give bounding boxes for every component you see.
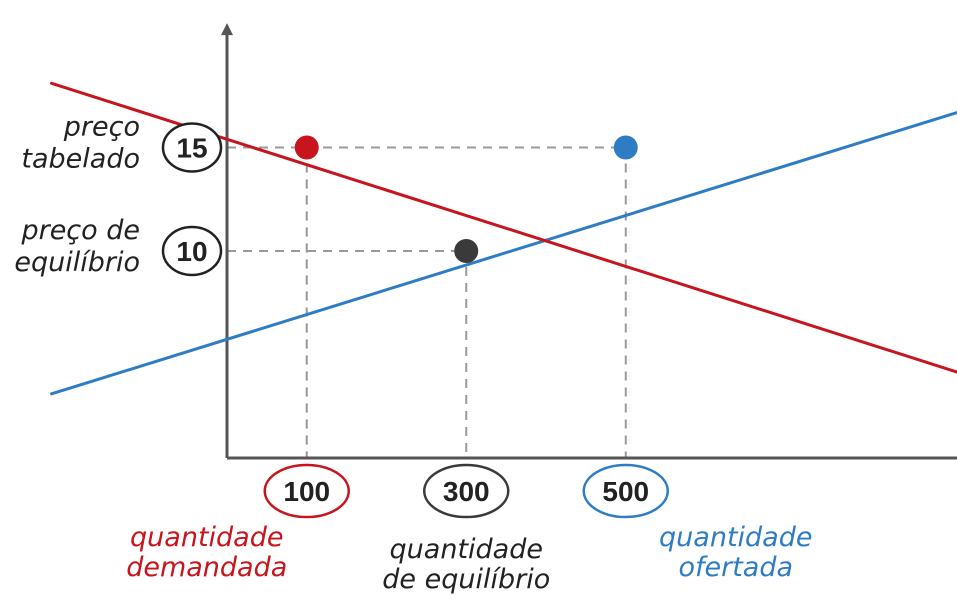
axes [221, 23, 957, 460]
y-axis-arrow-icon [221, 23, 233, 36]
y-tick-circle-10 [161, 225, 223, 277]
x-tick-circle-500 [582, 463, 669, 519]
demand-line [50, 81, 957, 374]
x-tick-circle-300 [423, 463, 510, 519]
x-annotation-300-1: de equilíbrio [382, 564, 550, 595]
price-ceiling-supply-point [613, 135, 638, 160]
x-tick-label-300: 300 [443, 476, 490, 507]
x-tick-circle-100 [263, 463, 350, 519]
x-tick-label-100: 100 [283, 476, 330, 507]
curves [50, 81, 957, 396]
y-annotation-10-0: preço de [20, 215, 140, 246]
price-ceiling-demand-point [294, 135, 319, 160]
x-tick-label-500: 500 [602, 476, 649, 507]
y-annotation-15-0: preço [63, 112, 140, 143]
x-annotation-500-0: quantidade [659, 522, 812, 553]
supply-line [50, 110, 957, 396]
x-annotation-100-0: quantidade [130, 522, 283, 553]
y-tick-label-15: 15 [176, 133, 207, 164]
annotations: OfertaDemandapreçotabeladopreço deequilí… [14, 112, 812, 596]
y-annotation-15-1: tabelado [21, 144, 140, 175]
equilibrium-point [454, 239, 479, 263]
guide-lines [227, 146, 627, 458]
y-tick-circle-15 [161, 122, 223, 173]
y-annotation-10-1: equilíbrio [14, 247, 140, 278]
y-tick-label-10: 10 [176, 236, 207, 267]
x-annotation-300-0: quantidade [390, 534, 543, 565]
x-annotation-500-1: ofertada [678, 552, 793, 583]
x-annotation-100-1: demandada [126, 552, 287, 583]
markers [294, 135, 638, 263]
tick-labels: 15 10 100 300 500 [161, 122, 669, 519]
